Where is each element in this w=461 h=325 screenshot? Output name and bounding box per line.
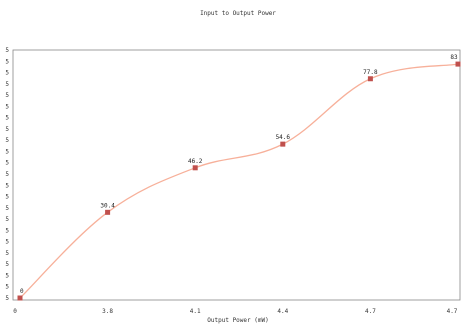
y-tick-label: 5 — [5, 70, 9, 77]
x-axis-ticks: 0 3.8 4.1 4.4 4.7 4.7 — [13, 308, 458, 315]
y-tick-label: 5 — [5, 58, 9, 65]
data-label: 83 — [450, 54, 458, 61]
y-tick-label: 5 — [5, 261, 9, 268]
data-point — [105, 209, 111, 215]
data-label: 46.2 — [188, 158, 203, 165]
y-tick-label: 5 — [5, 47, 9, 54]
x-tick-label: 0 — [13, 308, 17, 315]
y-tick-label: 5 — [5, 171, 9, 178]
x-tick-label: 4.7 — [447, 308, 458, 315]
series-line — [19, 63, 459, 299]
x-tick-label: 3.8 — [102, 308, 113, 315]
y-tick-label: 5 — [5, 126, 9, 133]
y-tick-label: 5 — [5, 148, 9, 155]
data-point — [17, 295, 23, 301]
y-tick-label: 5 — [5, 194, 9, 201]
data-label: 30.4 — [100, 202, 115, 209]
series-markers — [17, 61, 461, 301]
data-point — [280, 141, 286, 147]
data-point — [367, 76, 373, 82]
data-point — [455, 61, 461, 67]
y-tick-label: 5 — [5, 227, 9, 234]
y-axis-ticks: 5 5 5 5 5 5 5 5 5 5 5 5 5 5 5 5 5 5 5 5 5 5 5 — [5, 47, 9, 302]
y-tick-label: 5 — [5, 182, 9, 189]
x-tick-label: 4.1 — [190, 308, 201, 315]
plot-frame — [12, 49, 461, 301]
y-tick-label: 5 — [5, 103, 9, 110]
y-tick-label: 5 — [5, 250, 9, 257]
x-axis-title: Output Power (mW) — [207, 317, 268, 324]
chart-title: Input to Output Power — [200, 10, 276, 17]
y-tick-label: 5 — [5, 92, 9, 99]
y-tick-label: 5 — [5, 160, 9, 167]
y-tick-label: 5 — [5, 205, 9, 212]
y-tick-label: 5 — [5, 239, 9, 246]
y-tick-label: 5 — [5, 295, 9, 302]
y-tick-label: 5 — [5, 216, 9, 223]
y-tick-label: 5 — [5, 272, 9, 279]
data-point — [192, 165, 198, 171]
x-tick-label: 4.4 — [277, 308, 288, 315]
x-tick-label: 4.7 — [365, 308, 376, 315]
data-label: 54.6 — [276, 134, 291, 141]
data-label: 77.8 — [363, 69, 378, 76]
data-label: 0 — [20, 288, 24, 295]
y-tick-label: 5 — [5, 81, 9, 88]
data-labels: 0 30.4 46.2 54.6 77.8 83 — [20, 54, 458, 295]
y-tick-label: 5 — [5, 284, 9, 291]
y-tick-label: 5 — [5, 115, 9, 122]
y-tick-label: 5 — [5, 137, 9, 144]
